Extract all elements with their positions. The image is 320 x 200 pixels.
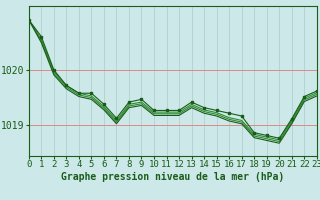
X-axis label: Graphe pression niveau de la mer (hPa): Graphe pression niveau de la mer (hPa) [61,172,284,182]
